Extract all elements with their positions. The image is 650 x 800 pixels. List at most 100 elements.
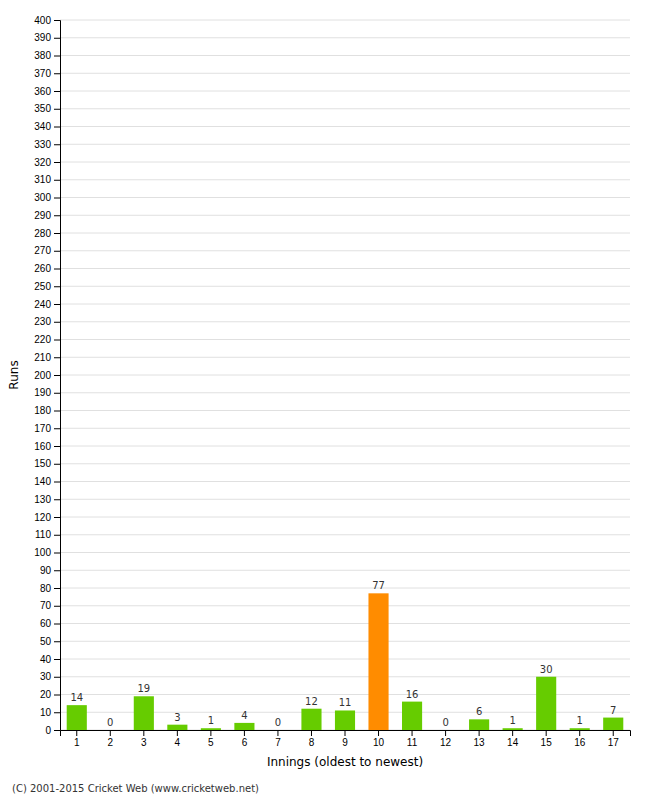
y-tick-mark [54, 499, 60, 500]
bar [301, 709, 321, 730]
y-tick: 160 [34, 441, 60, 452]
y-tick-label: 80 [40, 583, 52, 594]
grid-line [60, 428, 630, 429]
y-tick-label: 310 [34, 174, 51, 185]
y-tick: 350 [34, 103, 60, 114]
x-tick: 11 [407, 730, 418, 748]
x-tick: 12 [440, 730, 452, 748]
y-tick: 330 [34, 139, 60, 150]
x-tick: 7 [275, 730, 281, 748]
y-tick-label: 100 [34, 547, 51, 558]
y-tick: 130 [34, 494, 60, 505]
grid-line [60, 392, 630, 393]
bar [201, 728, 221, 730]
y-tick: 0 [45, 725, 60, 736]
grid-line [60, 641, 630, 642]
y-tick: 100 [34, 547, 60, 558]
y-tick-label: 290 [34, 210, 51, 221]
x-tick-label: 1 [74, 737, 80, 748]
x-tick-label: 6 [242, 737, 248, 748]
bar [134, 696, 154, 730]
y-tick-mark [54, 162, 60, 163]
data-label: 14 [70, 692, 83, 703]
data-label: 0 [107, 717, 113, 728]
y-tick: 140 [34, 476, 60, 487]
y-tick: 360 [34, 86, 60, 97]
x-axis-line [61, 731, 631, 737]
x-tick: 3 [141, 730, 147, 748]
y-tick-label: 390 [34, 32, 51, 43]
y-tick-label: 170 [34, 423, 51, 434]
x-tick: 16 [574, 730, 586, 748]
grid-line [60, 410, 630, 411]
x-tick-mark [412, 730, 413, 736]
grid-line [60, 357, 630, 358]
x-tick-mark [177, 730, 178, 736]
y-tick: 220 [34, 334, 60, 345]
data-labels: 140193140121177160613017 [70, 580, 616, 728]
y-tick-mark [54, 624, 60, 625]
x-tick-label: 8 [309, 737, 315, 748]
x-tick-mark [76, 730, 77, 736]
y-tick-mark [54, 198, 60, 199]
y-tick-label: 130 [34, 494, 51, 505]
y-tick-mark [54, 38, 60, 39]
grid-line [60, 286, 630, 287]
y-tick-mark [54, 251, 60, 252]
y-tick-mark [54, 482, 60, 483]
y-tick: 300 [34, 192, 60, 203]
x-tick-mark [512, 730, 513, 736]
grid-line [60, 108, 630, 109]
x-tick-mark [210, 730, 211, 736]
bar [167, 725, 187, 730]
y-tick-label: 320 [34, 157, 51, 168]
x-tick: 5 [208, 730, 214, 748]
grid-line [60, 570, 630, 571]
y-tick: 190 [34, 387, 60, 398]
x-tick-mark [143, 730, 144, 736]
x-tick: 4 [175, 730, 181, 748]
y-tick-label: 340 [34, 121, 51, 132]
grid-line [60, 55, 630, 56]
bar [469, 719, 489, 730]
grid-line [60, 481, 630, 482]
x-tick-label: 9 [342, 737, 348, 748]
y-tick: 290 [34, 210, 60, 221]
y-tick-mark [54, 446, 60, 447]
grid-line [60, 144, 630, 145]
y-tick: 20 [40, 689, 60, 700]
x-tick-mark [445, 730, 446, 736]
x-tick-mark [546, 730, 547, 736]
y-tick-label: 90 [40, 565, 52, 576]
data-label: 6 [476, 706, 482, 717]
y-tick-mark [54, 428, 60, 429]
grid [60, 20, 630, 730]
y-tick-mark [54, 73, 60, 74]
y-tick-mark [54, 20, 60, 21]
x-tick: 9 [342, 730, 348, 748]
y-axis-line [54, 21, 61, 731]
y-tick: 110 [35, 529, 60, 540]
y-tick: 390 [34, 32, 60, 43]
y-tick: 280 [34, 228, 60, 239]
y-tick-mark [54, 91, 60, 92]
y-tick-label: 240 [34, 299, 51, 310]
y-tick: 180 [34, 405, 60, 416]
bar [603, 718, 623, 730]
grid-line [60, 463, 630, 464]
data-label: 30 [540, 664, 553, 675]
y-tick-label: 20 [40, 689, 52, 700]
x-tick: 14 [507, 730, 519, 748]
data-label: 4 [241, 710, 247, 721]
y-tick-label: 60 [40, 618, 52, 629]
bar [503, 728, 523, 730]
y-tick-label: 70 [40, 600, 52, 611]
grid-line [60, 20, 630, 21]
x-tick-label: 12 [440, 737, 452, 748]
grid-line [60, 605, 630, 606]
y-tick-label: 190 [34, 387, 51, 398]
y-tick-label: 200 [34, 370, 51, 381]
y-tick-mark [54, 588, 60, 589]
y-tick: 90 [40, 565, 60, 576]
y-tick-mark [54, 127, 60, 128]
